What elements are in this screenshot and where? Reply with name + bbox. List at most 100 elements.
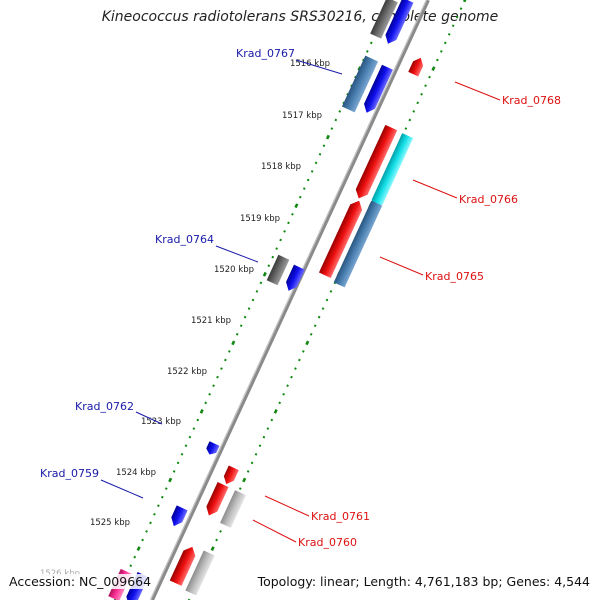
kbp-label: 1520 kbp	[214, 265, 254, 275]
right-tick-mark	[273, 409, 278, 414]
right-tick-mark	[428, 75, 431, 79]
right-tick-mark	[290, 375, 293, 379]
leader-line	[100, 479, 144, 499]
gene-steel-0765	[333, 200, 383, 288]
left-tick-mark	[259, 281, 263, 285]
right-tick-mark	[215, 538, 218, 542]
left-tick-mark	[141, 538, 144, 542]
left-tick-mark	[262, 271, 267, 277]
left-tick-mark	[172, 470, 176, 473]
left-tick-mark	[338, 110, 342, 113]
left-tick-mark	[251, 298, 255, 302]
left-tick-mark	[224, 358, 227, 362]
right-tick-mark	[447, 32, 451, 36]
left-tick-mark	[275, 247, 278, 250]
right-tick-mark	[219, 530, 222, 533]
left-tick-mark	[287, 221, 290, 225]
gene-label-krad_0767[interactable]: Krad_0767	[236, 47, 295, 60]
left-tick-mark	[133, 555, 137, 559]
gene-label-krad_0765[interactable]: Krad_0765	[425, 270, 484, 283]
right-tick-mark	[408, 118, 412, 122]
left-tick-mark	[153, 512, 156, 516]
right-tick-mark	[266, 427, 270, 430]
left-tick-mark	[204, 401, 208, 405]
left-tick-mark	[298, 195, 302, 199]
right-tick-mark	[250, 461, 254, 465]
right-tick-mark	[305, 340, 310, 346]
gene-red-0760	[169, 546, 196, 586]
right-tick-mark	[455, 15, 459, 19]
left-tick-mark	[184, 444, 188, 448]
gene-label-krad_0764[interactable]: Krad_0764	[155, 233, 214, 246]
left-tick-mark	[228, 350, 231, 353]
left-tick-mark	[199, 409, 204, 414]
right-tick-mark	[424, 84, 427, 88]
left-tick-mark	[322, 144, 326, 148]
left-tick-mark	[247, 307, 251, 310]
left-tick-mark	[220, 367, 223, 370]
left-tick-mark	[243, 315, 247, 319]
left-tick-mark	[160, 495, 164, 499]
gene-features	[108, 0, 424, 600]
gene-blue-0759	[171, 505, 188, 527]
right-tick-mark	[325, 298, 329, 302]
left-tick-mark	[369, 41, 373, 45]
leader-line	[215, 245, 259, 263]
left-tick-mark	[279, 238, 282, 242]
leader-line	[379, 256, 424, 276]
right-tick-mark	[246, 470, 250, 473]
gene-red-0761a	[223, 465, 239, 485]
gene-label-krad_0761[interactable]: Krad_0761	[311, 510, 370, 523]
right-tick-mark	[309, 332, 313, 336]
right-tick-mark	[431, 66, 436, 71]
leader-line	[412, 179, 458, 199]
gene-lightgray-0760	[185, 550, 215, 596]
right-tick-mark	[440, 50, 443, 53]
gene-gray-top	[370, 0, 398, 39]
left-tick-mark	[283, 230, 286, 233]
kbp-label: 1518 kbp	[261, 162, 301, 172]
leader-line	[135, 411, 163, 425]
right-tick-mark	[459, 7, 463, 10]
left-tick-mark	[294, 203, 299, 209]
kbp-label: 1517 kbp	[282, 111, 322, 121]
left-tick-mark	[145, 530, 148, 533]
right-tick-mark	[313, 324, 317, 328]
left-tick-mark	[136, 546, 141, 551]
right-tick-mark	[286, 384, 289, 388]
gene-blue-0764	[286, 264, 305, 291]
left-tick-mark	[314, 161, 318, 165]
gene-label-krad_0762[interactable]: Krad_0762	[75, 400, 134, 413]
right-tick-mark	[278, 401, 282, 405]
kbp-label: 1522 kbp	[167, 367, 207, 377]
gene-label-krad_0768[interactable]: Krad_0768	[502, 94, 561, 107]
left-tick-mark	[216, 375, 219, 379]
accession-text: Accession: NC_009664	[9, 574, 152, 589]
gene-red-0765a	[318, 200, 363, 278]
left-tick-mark	[196, 418, 200, 422]
left-tick-mark	[267, 264, 271, 268]
left-tick-mark	[113, 598, 117, 600]
right-tick-mark	[210, 546, 215, 551]
left-tick-mark	[291, 212, 294, 216]
right-tick-mark	[404, 127, 408, 130]
left-tick-mark	[255, 290, 259, 293]
left-tick-mark	[271, 255, 275, 259]
gene-label-krad_0760[interactable]: Krad_0760	[298, 536, 357, 549]
right-tick-mark	[270, 418, 274, 422]
right-tick-mark	[302, 350, 305, 353]
kbp-label: 1519 kbp	[240, 214, 280, 224]
left-tick-mark	[208, 392, 211, 396]
left-tick-mark	[306, 178, 310, 182]
right-tick-mark	[298, 358, 301, 362]
right-tick-mark	[321, 307, 325, 310]
gene-blue-0762	[206, 441, 220, 455]
gene-steel-0767a	[341, 55, 379, 113]
gene-label-krad_0759[interactable]: Krad_0759	[40, 467, 99, 480]
left-tick-mark	[149, 521, 152, 525]
gene-label-krad_0766[interactable]: Krad_0766	[459, 193, 518, 206]
genome-backbone	[150, 0, 430, 600]
right-tick-mark	[187, 598, 191, 600]
